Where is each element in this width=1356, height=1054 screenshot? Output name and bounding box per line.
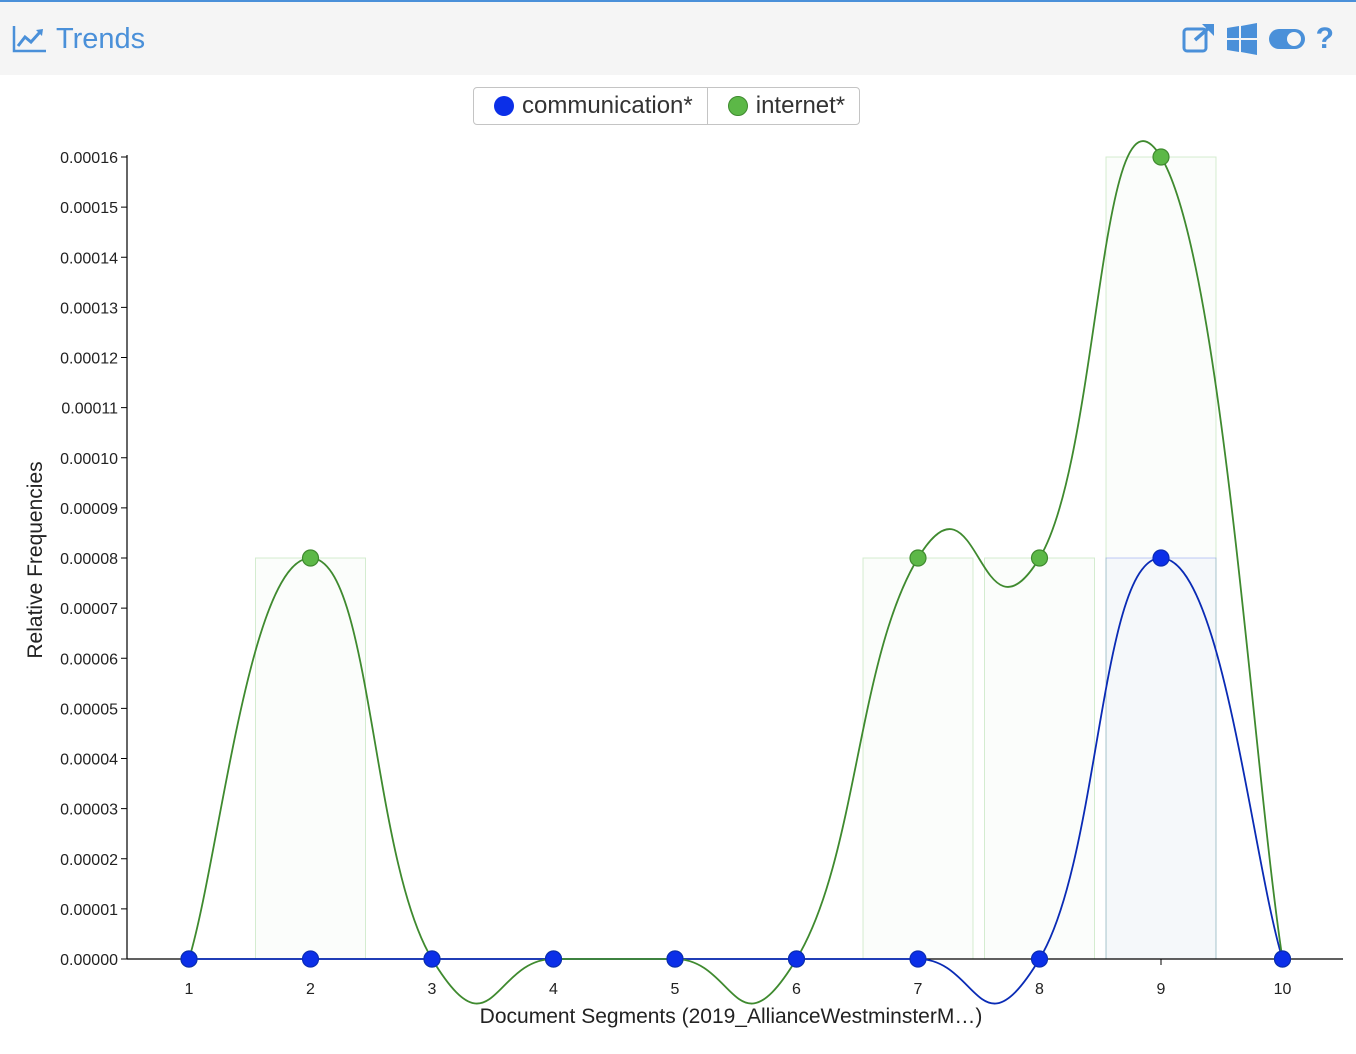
windows-button[interactable] bbox=[1226, 23, 1258, 55]
chart-legend: communication* internet* bbox=[473, 87, 861, 125]
point-communication-1 bbox=[180, 950, 198, 968]
x-tick-label: 8 bbox=[1035, 981, 1044, 998]
series-line-internet bbox=[188, 140, 1284, 1005]
point-communication-8 bbox=[1030, 950, 1049, 968]
x-tick-label: 9 bbox=[1157, 981, 1166, 998]
point-communication-10 bbox=[1273, 950, 1292, 968]
x-tick-label: 1 bbox=[185, 981, 194, 998]
point-communication-9 bbox=[1152, 549, 1170, 567]
point-internet-7 bbox=[909, 549, 927, 567]
legend-item-internet[interactable]: internet* bbox=[706, 88, 859, 124]
y-tick-label: 0.00008 bbox=[60, 551, 118, 568]
point-communication-2 bbox=[301, 950, 320, 968]
y-tick-label: 0.00015 bbox=[60, 200, 118, 217]
x-tick-label: 10 bbox=[1274, 981, 1292, 998]
y-tick-label: 0.00003 bbox=[60, 802, 118, 819]
y-tick-label: 0.00007 bbox=[60, 601, 118, 618]
axes-layer: 0.00000 0.00001 0.00002 0.00003 0.00004 0.000… bbox=[60, 150, 1343, 998]
y-tick-label: 0.00005 bbox=[60, 701, 118, 718]
windows-icon bbox=[1226, 23, 1257, 55]
y-tick-label: 0.00004 bbox=[60, 752, 118, 769]
point-communication-7 bbox=[909, 950, 927, 968]
points-layer bbox=[180, 148, 1292, 968]
bar-internet-7 bbox=[862, 557, 974, 960]
panel-title: Trends bbox=[12, 22, 145, 56]
toggle-button[interactable] bbox=[1268, 27, 1306, 51]
legend-label-internet: internet* bbox=[755, 92, 846, 119]
export-button[interactable] bbox=[1182, 23, 1216, 55]
x-axis-title: Document Segments (2019_AllianceWestmins… bbox=[480, 1005, 983, 1028]
x-tick-label: 3 bbox=[428, 981, 437, 998]
line-chart-icon bbox=[12, 26, 46, 53]
point-internet-2 bbox=[301, 549, 320, 567]
panel-header: Trends ? bbox=[0, 0, 1356, 75]
help-icon[interactable]: ? bbox=[1315, 22, 1334, 55]
y-tick-label: 0.00010 bbox=[60, 451, 118, 468]
y-tick-label: 0.00001 bbox=[60, 902, 118, 919]
legend-item-communication[interactable]: communication* bbox=[474, 88, 707, 124]
point-internet-8 bbox=[1030, 549, 1049, 567]
y-tick-label: 0.00009 bbox=[60, 501, 118, 518]
x-tick-label: 4 bbox=[549, 981, 558, 998]
x-tick-label: 7 bbox=[914, 981, 923, 998]
y-tick-label: 0.00016 bbox=[60, 150, 118, 167]
y-axis-title: Relative Frequencies bbox=[24, 461, 47, 658]
point-communication-5 bbox=[666, 950, 684, 968]
y-tick-label: 0.00011 bbox=[61, 401, 118, 418]
y-tick-label: 0.00002 bbox=[60, 852, 118, 869]
title-text: Trends bbox=[56, 23, 146, 55]
point-communication-4 bbox=[544, 950, 563, 968]
y-tick-label: 0.00013 bbox=[60, 300, 118, 317]
point-communication-6 bbox=[787, 950, 806, 968]
bar-internet-2 bbox=[255, 557, 366, 960]
x-tick-label: 5 bbox=[671, 981, 680, 998]
y-tick-label: 0.00006 bbox=[60, 651, 118, 668]
x-tick-label: 2 bbox=[306, 981, 315, 998]
legend-label-communication: communication* bbox=[522, 92, 693, 119]
bar-internet-8 bbox=[984, 557, 1095, 960]
y-tick-label: 0.00014 bbox=[60, 250, 118, 267]
legend-dot-internet bbox=[727, 96, 748, 116]
x-tick-label: 6 bbox=[792, 981, 801, 998]
toggle-icon bbox=[1268, 29, 1305, 49]
y-tick-label: 0.00000 bbox=[60, 952, 118, 969]
toolbar: ? bbox=[1172, 22, 1334, 56]
legend-dot-communication bbox=[494, 96, 514, 116]
bars-layer bbox=[255, 156, 1217, 960]
point-internet-9 bbox=[1152, 148, 1170, 166]
point-communication-3 bbox=[423, 950, 441, 968]
export-icon bbox=[1182, 24, 1214, 53]
y-tick-label: 0.00012 bbox=[60, 351, 118, 368]
